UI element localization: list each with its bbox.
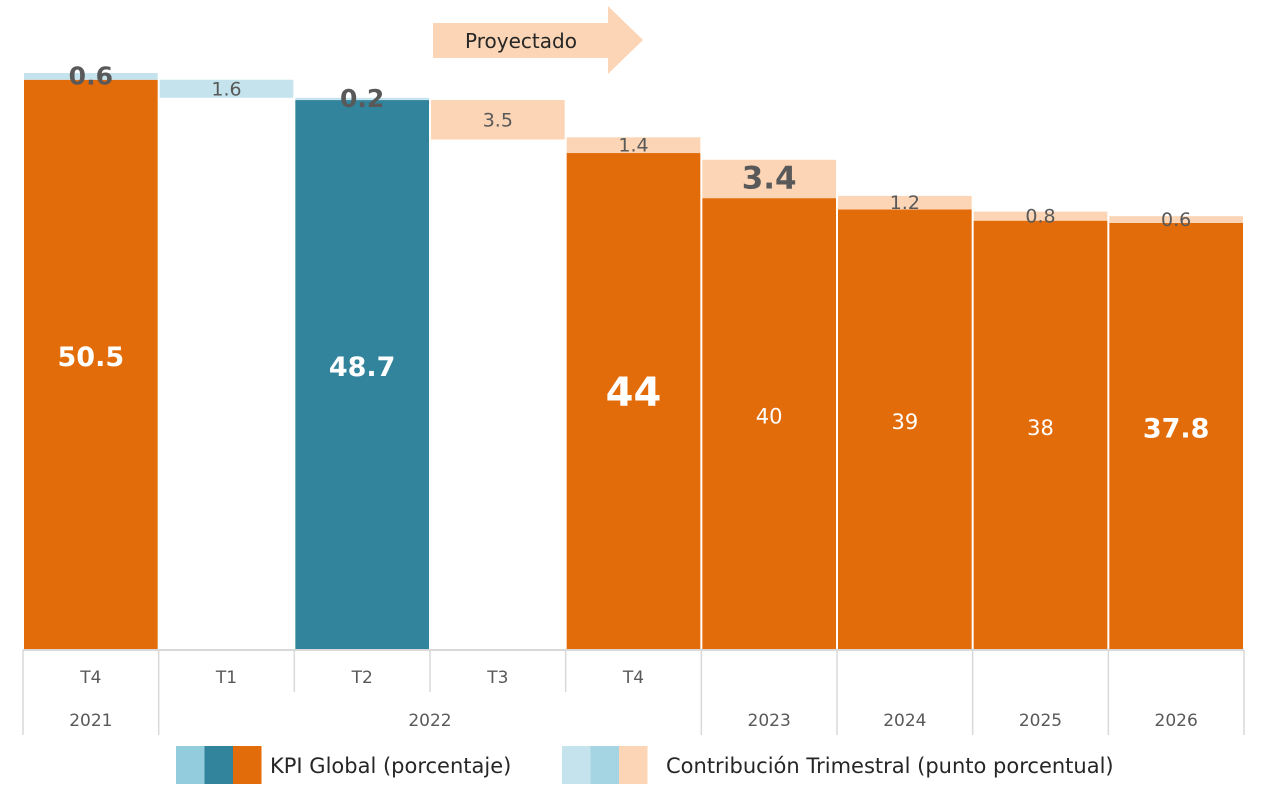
- legend-swatch: [562, 746, 591, 784]
- quarter-tick-label: T4: [622, 668, 644, 688]
- contribution-value-label: 1.2: [890, 192, 920, 214]
- year-tick-label: 2024: [883, 711, 926, 731]
- contribution-bar: [838, 195, 972, 210]
- kpi-bar: [24, 79, 158, 650]
- projection-arrow: Proyectado: [433, 6, 643, 74]
- contribution-bar: [295, 97, 429, 101]
- kpi-bar: [295, 100, 429, 649]
- category-axis: T4 T1 T2 T3 T4 2021 2022 2023 2024 2025 2026: [22, 649, 1245, 735]
- kpi-bar: [566, 153, 701, 649]
- kpi-bar: [973, 220, 1108, 650]
- legend-swatch: [233, 746, 262, 784]
- contribution-bar: [566, 137, 701, 154]
- contribution-value-label: 0.6: [1161, 209, 1191, 231]
- quarter-tick-label: T1: [215, 668, 237, 688]
- quarter-tick-label: T2: [351, 668, 373, 688]
- contribution-bar: [1109, 216, 1243, 223]
- legend-swatch: [619, 746, 648, 784]
- contribution-bar: [702, 159, 836, 199]
- contribution-value-label: 1.4: [618, 135, 648, 157]
- bars-layer: 50.5 0.6 1.6 48.7 0.2 3.5 44 1.4 40 3.4 39 1.2 38 0.8…: [24, 61, 1243, 650]
- legend-swatch: [204, 746, 233, 784]
- contribution-value-label: 3.4: [742, 160, 797, 196]
- year-tick-label: 2023: [748, 711, 791, 731]
- contribution-bar: [24, 73, 158, 80]
- kpi-value-label: 38: [1027, 416, 1054, 440]
- kpi-value-label: 48.7: [329, 352, 396, 383]
- contribution-value-label: 0.2: [340, 84, 384, 113]
- year-tick-label: 2025: [1019, 711, 1062, 731]
- kpi-bar: [702, 198, 836, 649]
- legend-label: KPI Global (porcentaje): [270, 754, 511, 778]
- quarter-tick-label: T3: [486, 668, 508, 688]
- year-tick-label: 2022: [408, 711, 451, 731]
- kpi-value-label: 44: [606, 370, 662, 416]
- year-tick-label: 2026: [1155, 711, 1198, 731]
- contribution-bar: [431, 100, 565, 140]
- contribution-bar: [973, 211, 1108, 221]
- kpi-bar: [838, 209, 972, 649]
- contribution-value-label: 0.8: [1025, 206, 1055, 228]
- legend-swatch: [590, 746, 619, 784]
- year-tick-label: 2021: [69, 711, 112, 731]
- kpi-value-label: 50.5: [58, 342, 125, 373]
- contribution-bar: [159, 79, 294, 98]
- kpi-value-label: 40: [756, 405, 783, 429]
- contribution-value-label: 0.6: [69, 61, 113, 90]
- kpi-value-label: 37.8: [1143, 413, 1210, 444]
- projection-arrow-shape: [433, 6, 643, 74]
- kpi-value-label: 39: [891, 410, 918, 434]
- kpi-bar: [1109, 222, 1243, 650]
- contribution-value-label: 1.6: [211, 78, 241, 100]
- legend-label: Contribución Trimestral (punto porcentua…: [666, 754, 1114, 778]
- quarter-tick-label: T4: [79, 668, 101, 688]
- projection-arrow-label: Proyectado: [465, 29, 577, 53]
- contribution-value-label: 3.5: [483, 109, 513, 131]
- legend-swatch: [176, 746, 205, 784]
- legend: KPI Global (porcentaje) Contribución Trim…: [176, 746, 1114, 784]
